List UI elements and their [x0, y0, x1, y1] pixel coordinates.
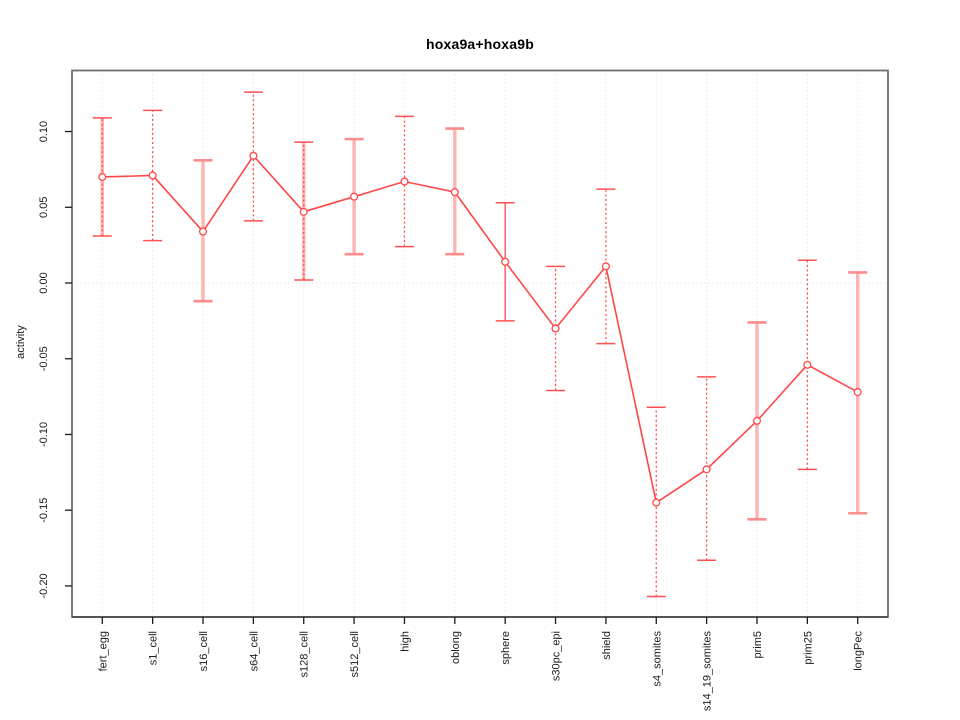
x-tick-label: oblong — [450, 631, 462, 664]
data-point — [400, 177, 409, 186]
data-point — [601, 262, 610, 271]
data-point — [652, 498, 661, 507]
data-point — [450, 188, 459, 197]
x-tick-label: s64_cell — [248, 631, 260, 671]
data-point — [350, 192, 359, 201]
data-point — [803, 360, 812, 369]
data-point — [853, 388, 862, 397]
series-line — [102, 154, 859, 504]
data-point — [299, 207, 308, 216]
x-tick-label: high — [399, 631, 411, 652]
x-tick-label: s16_cell — [198, 631, 210, 671]
x-tick-label: prim5 — [752, 631, 764, 659]
y-tick-label: 0.05 — [38, 197, 50, 218]
plot-border — [71, 69, 889, 618]
y-tick-label: 0.00 — [38, 272, 50, 293]
x-tick-label: sphere — [500, 631, 512, 665]
x-tick-label: prim25 — [802, 631, 814, 665]
y-tick-label: -0.05 — [38, 346, 50, 371]
data-point — [702, 465, 711, 474]
data-point — [752, 416, 762, 425]
data-point — [98, 172, 107, 182]
x-tick-label: s14_19_somites — [702, 631, 714, 712]
data-point — [148, 171, 157, 180]
y-tick-label: -0.10 — [38, 422, 50, 447]
x-tick-label: shield — [601, 631, 613, 660]
x-tick-label: s30pc_epi — [551, 631, 563, 681]
x-tick-label: fert_egg — [97, 631, 109, 671]
data-point — [249, 151, 258, 160]
x-tick-label: s128_cell — [299, 631, 311, 677]
y-tick-label: -0.20 — [38, 573, 50, 598]
x-tick-label: s1_cell — [148, 631, 160, 665]
x-tick-label: s4_somites — [651, 631, 663, 687]
x-tick-label: s512_cell — [349, 631, 361, 677]
data-point — [551, 324, 560, 333]
data-point — [501, 257, 510, 266]
chart-title: hoxa9a+hoxa9b — [425, 36, 535, 52]
data-point — [198, 227, 208, 236]
x-tick-label: longPec — [853, 631, 865, 671]
y-tick-label: 0.10 — [38, 121, 50, 142]
y-tick-label: -0.15 — [38, 498, 50, 523]
